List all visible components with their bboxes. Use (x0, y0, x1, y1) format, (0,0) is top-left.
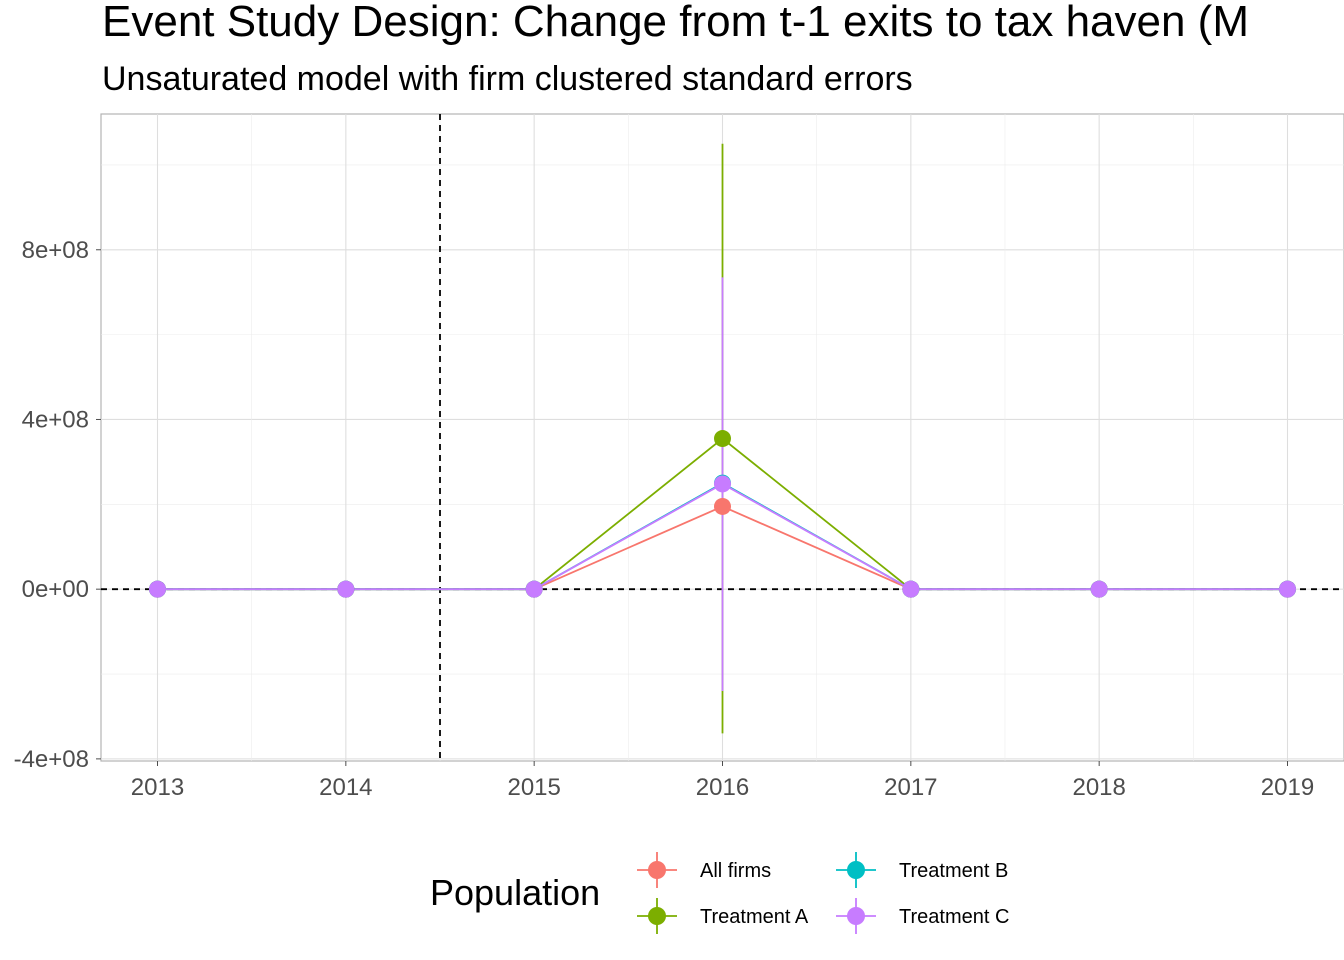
x-axis-ticks: 2013 2014 2015 2016 2017 2018 2019 (131, 761, 1314, 801)
chart-title: Event Study Design: Change from t-1 exit… (102, 0, 1249, 46)
data-point (525, 580, 543, 598)
x-tick-label: 2014 (319, 774, 372, 801)
x-tick-label: 2015 (507, 774, 560, 801)
legend-title: Population (430, 872, 600, 913)
series-points (149, 430, 1296, 598)
y-tick-label: 0e+00 (22, 576, 89, 603)
x-tick-label: 2016 (696, 774, 749, 801)
x-tick-label: 2019 (1261, 774, 1314, 801)
x-tick-label: 2018 (1072, 774, 1125, 801)
legend: Population All firms Treatment A Treatment… (430, 852, 1009, 934)
data-point (714, 475, 731, 493)
legend-item: Treatment C (836, 898, 1009, 934)
legend-item: All firms (637, 852, 771, 888)
data-point (149, 580, 166, 598)
y-tick-label: 4e+08 (22, 406, 89, 433)
x-tick-label: 2017 (884, 774, 937, 801)
y-tick-label: 8e+08 (22, 237, 89, 264)
legend-label: Treatment B (899, 860, 1008, 882)
data-point (337, 580, 355, 598)
legend-key-point (847, 861, 865, 879)
legend-key-point (847, 907, 865, 925)
chart-subtitle: Unsaturated model with firm clustered st… (102, 60, 913, 98)
data-point (902, 580, 920, 598)
legend-label: Treatment A (700, 906, 809, 928)
y-tick-label: -4e+08 (14, 746, 89, 773)
legend-item: Treatment B (836, 852, 1008, 888)
data-series (149, 143, 1296, 734)
y-axis-ticks: -4e+08 0e+00 4e+08 8e+08 (14, 237, 101, 773)
legend-label: Treatment C (899, 906, 1009, 928)
legend-key-point (648, 907, 666, 925)
legend-items: All firms Treatment A Treatment B Treatment… (637, 852, 1009, 934)
x-tick-label: 2013 (131, 774, 184, 801)
data-point (714, 497, 731, 515)
data-point (1279, 580, 1296, 598)
legend-item: Treatment A (637, 898, 809, 934)
data-point (1090, 580, 1108, 598)
legend-label: All firms (700, 860, 771, 882)
data-point (714, 430, 731, 448)
legend-key-point (648, 861, 666, 879)
